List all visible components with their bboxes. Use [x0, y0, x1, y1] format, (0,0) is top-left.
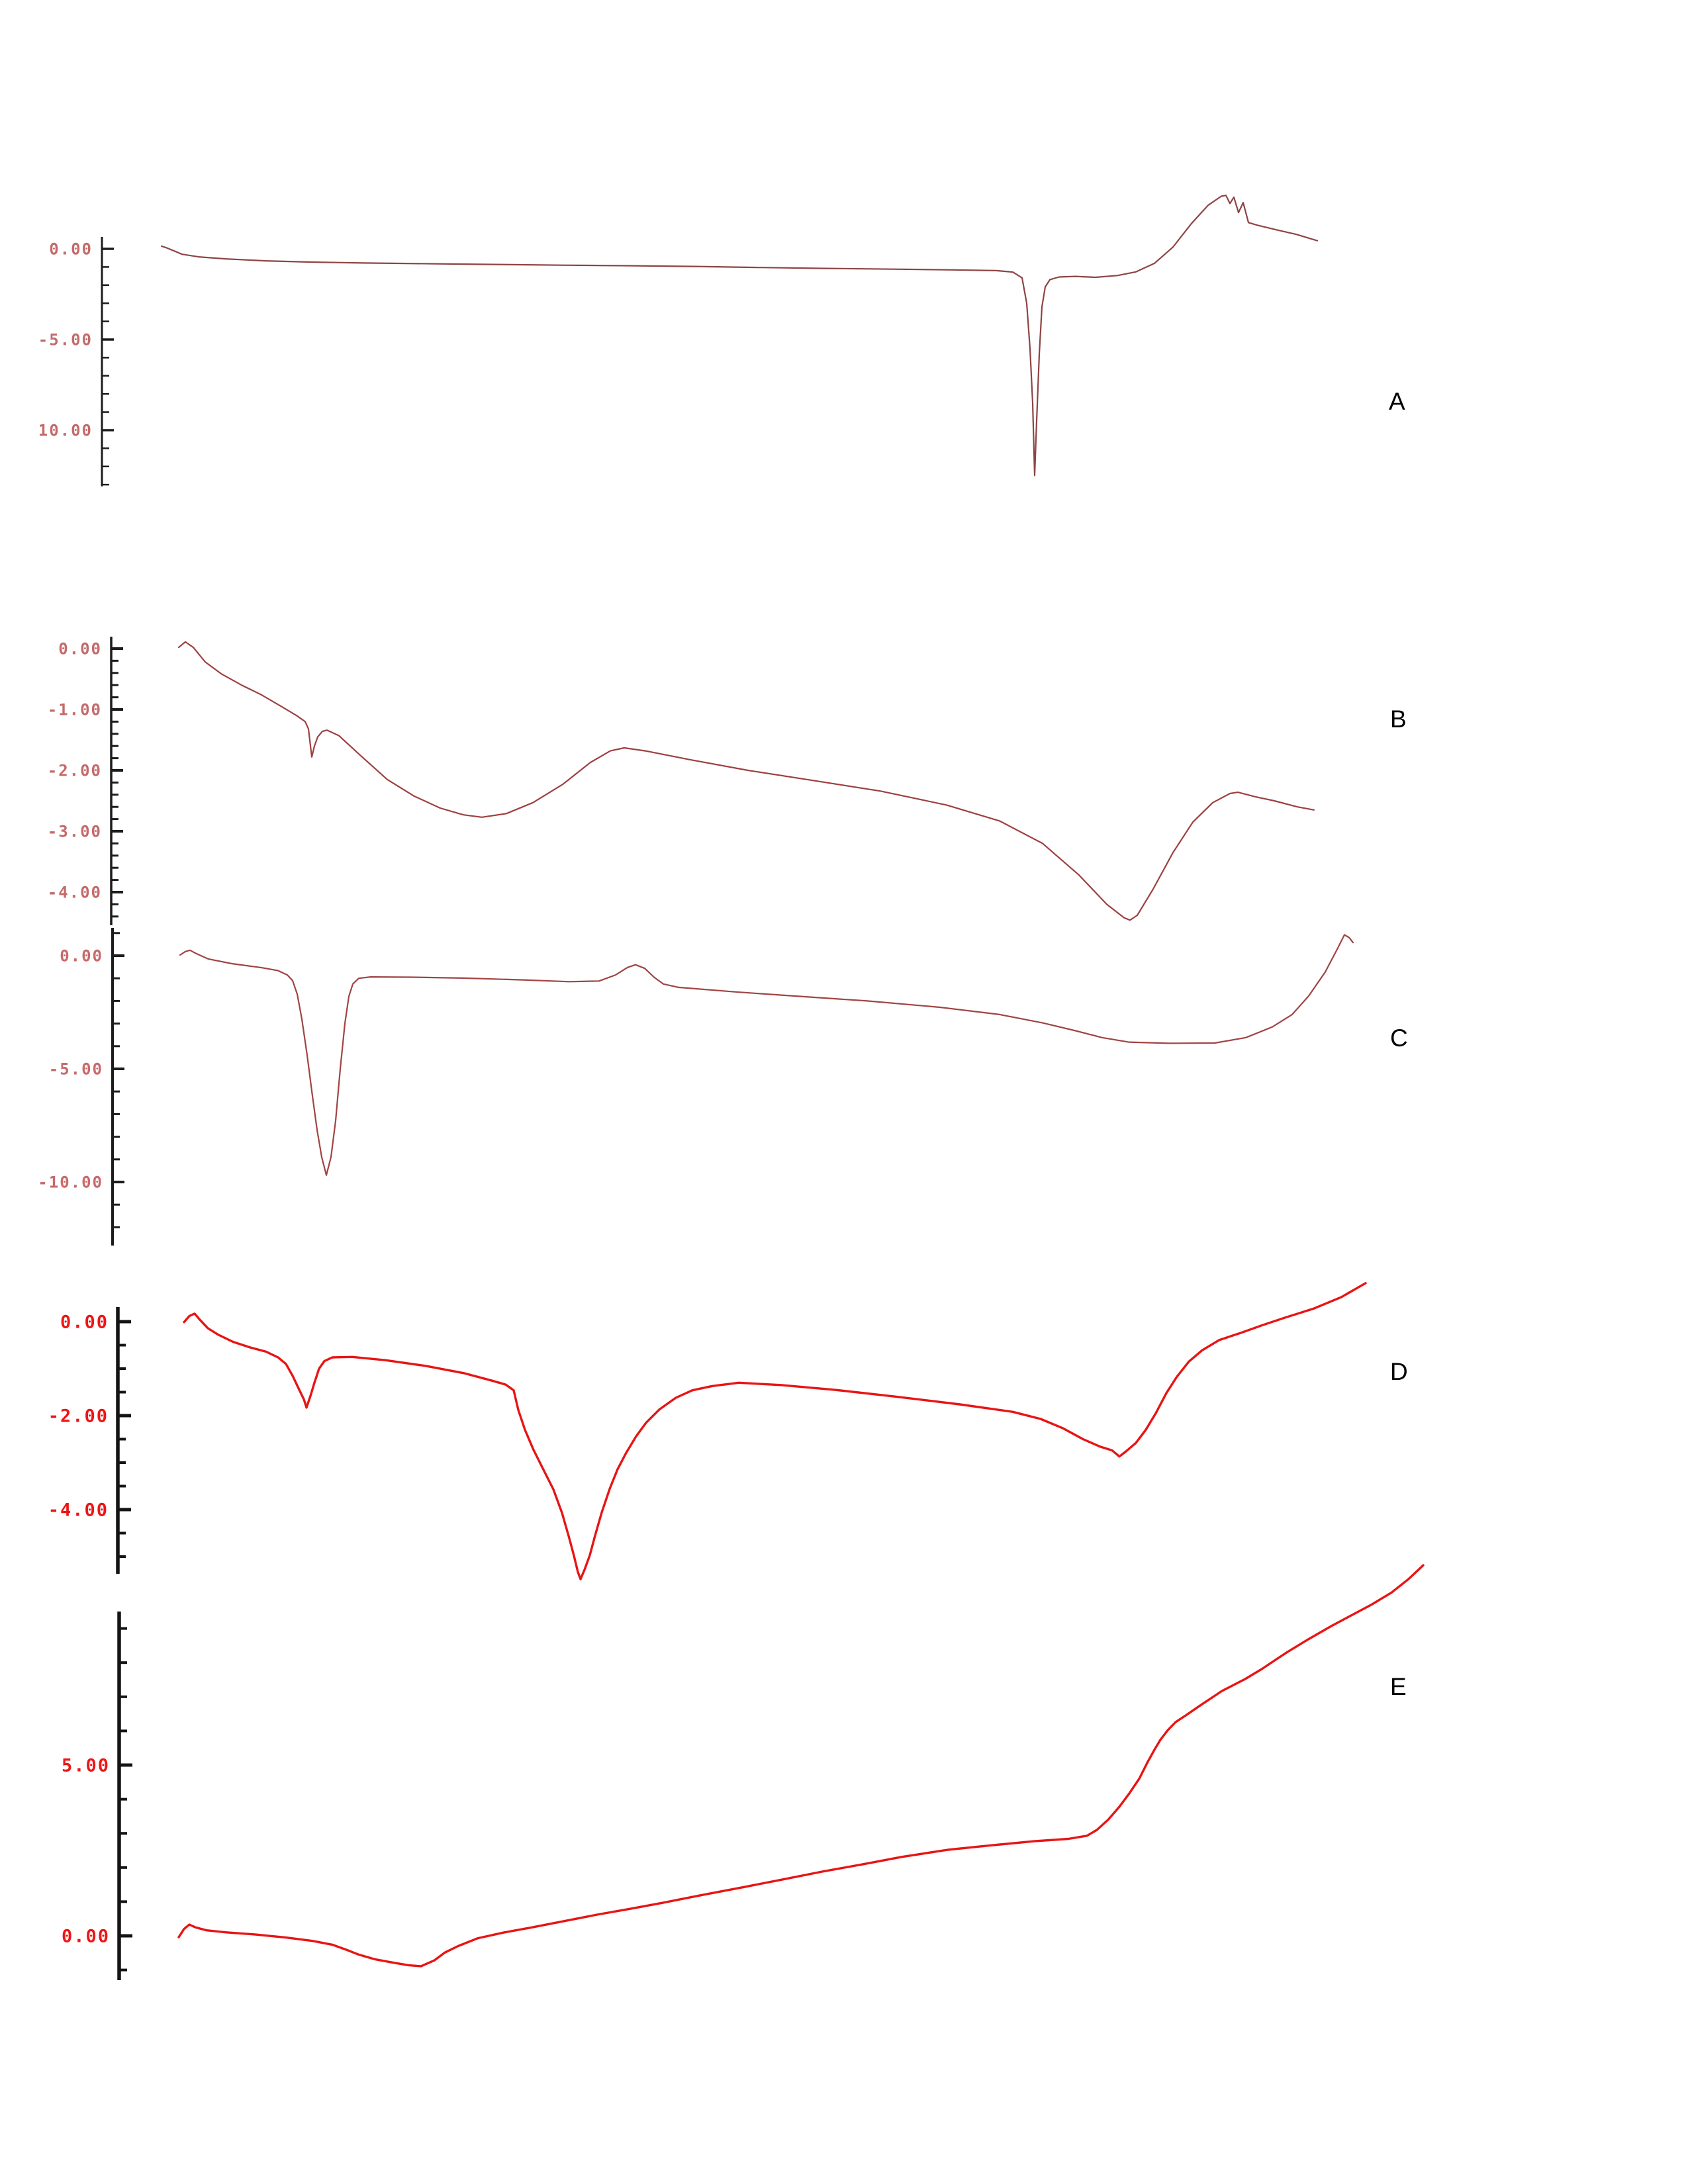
- y-tick-label-B: -3.00: [48, 823, 102, 841]
- panel-label-d: D: [1390, 1358, 1408, 1385]
- y-tick-label-D: -2.00: [48, 1406, 109, 1427]
- panel-C-group: 0.00 -5.00 -10.00: [38, 928, 1354, 1246]
- panel-E-group: 5.00 0.00: [62, 1564, 1425, 1980]
- y-tick-label-A: 0.00: [49, 240, 93, 259]
- curve-A: [160, 195, 1319, 477]
- curve-E: [177, 1564, 1425, 1968]
- curve-D: [183, 1282, 1367, 1580]
- y-tick-label-B: -2.00: [48, 762, 102, 780]
- y-tick-label-A: 10.00: [38, 422, 93, 440]
- y-tick-label-C: 0.00: [60, 947, 103, 966]
- panel-B-group: 0.00 -1.00 -2.00 -3.00 -4.00: [48, 637, 1315, 925]
- y-tick-label-E: 5.00: [62, 1756, 110, 1776]
- y-tick-label-A: -5.00: [38, 331, 93, 349]
- curve-B: [177, 641, 1315, 921]
- y-tick-label-B: 0.00: [58, 640, 102, 659]
- panel-label-c: C: [1390, 1024, 1408, 1052]
- panel-A-group: 0.00 -5.00 10.00: [38, 195, 1319, 486]
- panel-label-a: A: [1389, 388, 1405, 415]
- y-tick-label-E: 0.00: [62, 1927, 110, 1947]
- curve-C: [179, 934, 1354, 1176]
- panel-label-e: E: [1390, 1673, 1407, 1700]
- panel-label-b: B: [1390, 705, 1407, 733]
- y-tick-label-B: -4.00: [48, 884, 102, 902]
- y-tick-label-B: -1.00: [48, 701, 102, 719]
- y-tick-label-C: -10.00: [38, 1173, 103, 1192]
- y-tick-label-D: 0.00: [60, 1312, 109, 1333]
- panel-D-group: 0.00 -2.00 -4.00: [48, 1282, 1367, 1580]
- y-tick-label-C: -5.00: [49, 1060, 103, 1079]
- y-tick-label-D: -4.00: [48, 1500, 109, 1521]
